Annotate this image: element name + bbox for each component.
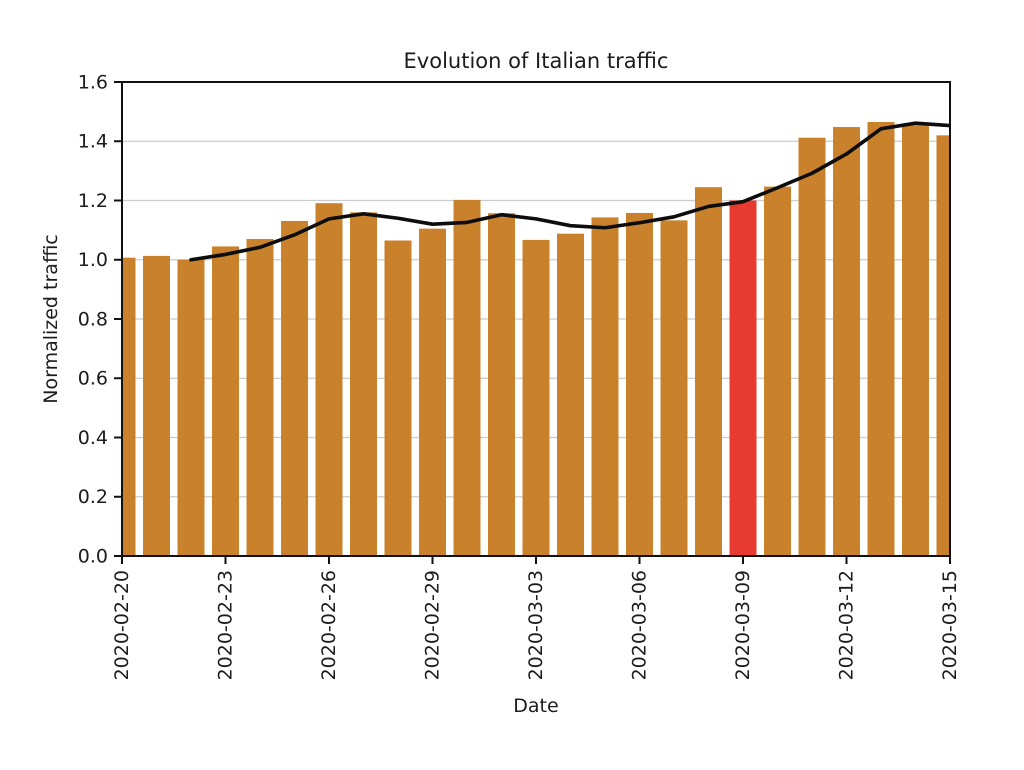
y-tick-label: 0.4 (78, 427, 108, 449)
y-axis-ticks: 0.0 0.2 0.4 0.6 0.8 1.0 1.2 1.4 1.6 (78, 71, 122, 567)
x-tick-label: 2020-03-06 (629, 570, 651, 680)
bar (764, 186, 791, 556)
y-tick-label: 0.0 (78, 545, 108, 567)
y-tick-label: 1.0 (78, 249, 108, 271)
highlight-bar (729, 200, 757, 556)
x-tick-label: 2020-02-23 (215, 570, 237, 680)
bar (281, 220, 308, 556)
bar-series (122, 121, 950, 556)
x-tick-label: 2020-02-26 (318, 570, 340, 680)
bar (867, 121, 895, 556)
bar (522, 239, 550, 556)
y-tick-label: 1.4 (78, 131, 108, 153)
chart-title: Evolution of Italian traffic (404, 49, 669, 73)
x-tick-label: 2020-03-15 (939, 570, 961, 680)
bar (660, 220, 688, 556)
trend-line (189, 121, 950, 262)
y-tick-label: 0.2 (78, 486, 108, 508)
bar (122, 257, 136, 556)
bar (626, 212, 653, 556)
bar (246, 239, 274, 556)
x-tick-label: 2020-03-03 (525, 570, 547, 680)
bar (212, 246, 239, 556)
bar (695, 187, 722, 556)
bar (177, 259, 205, 556)
bar (591, 217, 619, 556)
bar (419, 228, 446, 556)
x-axis-label: Date (513, 695, 558, 717)
bar (936, 135, 950, 556)
bar (902, 125, 929, 556)
trend-line-group (189, 121, 950, 262)
x-tick-label: 2020-03-09 (732, 570, 754, 680)
x-tick-label: 2020-02-20 (111, 570, 133, 680)
bar (384, 240, 412, 556)
y-tick-label: 0.6 (78, 368, 108, 390)
bar (798, 137, 826, 556)
y-tick-label: 1.6 (78, 71, 108, 93)
x-tick-label: 2020-02-29 (422, 570, 444, 680)
bar (453, 199, 481, 556)
bar (315, 203, 343, 556)
x-tick-label: 2020-03-12 (836, 570, 858, 680)
y-axis-label: Normalized traffic (40, 234, 62, 404)
x-axis-ticks: 2020-02-20 2020-02-23 2020-02-26 2020-02-29… (111, 556, 961, 680)
bar (833, 127, 860, 556)
bar (557, 233, 584, 556)
y-tick-label: 0.8 (78, 308, 108, 330)
bar (488, 213, 515, 556)
bar (143, 255, 170, 556)
bar (350, 212, 377, 556)
y-tick-label: 1.2 (78, 190, 108, 212)
